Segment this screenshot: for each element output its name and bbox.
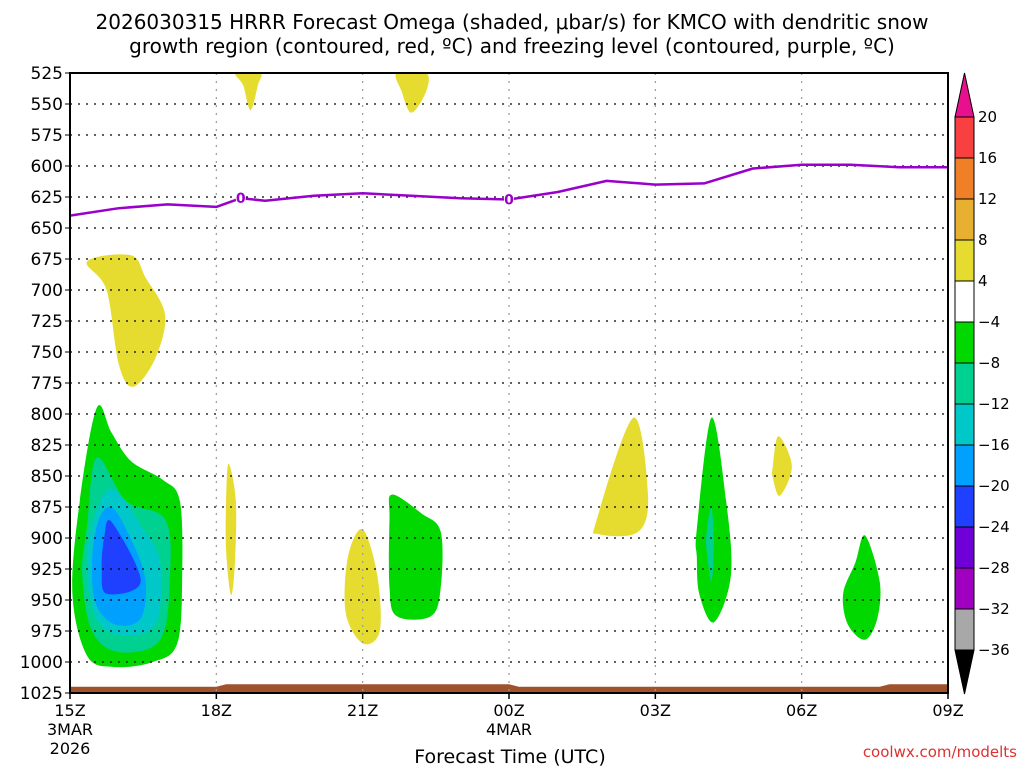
y-tick-label: 600 <box>31 157 63 177</box>
colorbar-label: 16 <box>978 149 997 167</box>
x-tick-label: 15Z <box>54 701 85 720</box>
y-tick-label: 1000 <box>20 653 63 673</box>
omega-region-green-07z <box>842 535 881 640</box>
colorbar-label: 4 <box>978 272 988 290</box>
colorbar-bin <box>954 567 975 610</box>
y-tick-label: 525 <box>31 64 63 84</box>
y-tick-label: 550 <box>31 95 63 115</box>
y-tick-label: 825 <box>31 436 63 456</box>
y-tick-label: 875 <box>31 498 63 518</box>
x-tick-label: 18Z <box>201 701 232 720</box>
colorbar-bin <box>954 608 975 651</box>
terrain-surface <box>70 684 948 693</box>
colorbar-bin <box>954 444 975 487</box>
freezing-level-label-bg <box>504 192 514 207</box>
colorbar-bin <box>954 321 975 364</box>
omega-region-yellow-aloft-b <box>395 73 429 113</box>
omega-shading-layer <box>72 73 881 668</box>
colorbar-label: −28 <box>978 559 1010 577</box>
freezing-level-label-bg <box>235 191 246 206</box>
colorbar-bin <box>954 116 975 159</box>
y-tick-label: 725 <box>31 312 63 332</box>
y-tick-label: 800 <box>31 405 63 425</box>
y-tick-label: 775 <box>31 374 63 394</box>
y-tick-label: 975 <box>31 622 63 642</box>
colorbar: 20 16 12 8 4 −4 −8 −12 −16 −20 −24 −28 −32 −36 <box>954 72 1010 695</box>
chart-title-line1: 2026030315 HRRR Forecast Omega (shaded, … <box>96 10 929 34</box>
colorbar-bottom-arrow <box>954 649 975 695</box>
colorbar-label: −20 <box>978 477 1010 495</box>
colorbar-label: 12 <box>978 190 997 208</box>
y-tick-label: 1025 <box>20 684 63 704</box>
colorbar-bin <box>954 526 975 569</box>
omega-region-yellow-04z <box>771 436 792 496</box>
x-tick-label: 09Z <box>932 701 963 720</box>
colorbar-bin <box>954 362 975 405</box>
y-tick-label: 900 <box>31 529 63 549</box>
colorbar-label: −32 <box>978 600 1010 618</box>
freezing-level-line <box>69 163 948 217</box>
x-tick-label: 06Z <box>786 701 817 720</box>
colorbar-label: 20 <box>978 108 997 126</box>
colorbar-bin <box>954 485 975 528</box>
x-tick-year: 2026 <box>50 739 91 758</box>
x-tick-date: 4MAR <box>486 720 532 739</box>
freezing-level-label: 0 <box>504 192 514 208</box>
omega-region-green-03z <box>695 417 732 623</box>
credit-link[interactable]: coolwx.com/modelts <box>863 743 1017 761</box>
colorbar-label: −16 <box>978 436 1010 454</box>
colorbar-label: −8 <box>978 354 1000 372</box>
omega-region-green-center <box>388 494 443 620</box>
terrain-layer <box>70 684 948 693</box>
x-tick-label: 00Z <box>493 701 524 720</box>
colorbar-bin <box>954 280 975 323</box>
x-tick-label: 03Z <box>640 701 671 720</box>
freezing-level-label: 0 <box>236 191 246 207</box>
omega-region-yellow-mid-left <box>86 254 166 387</box>
y-tick-label: 625 <box>31 188 63 208</box>
y-axis: 525 550 575 600 625 650 675 700 725 750 775 800 825 8… <box>20 64 70 704</box>
colorbar-label: −24 <box>978 518 1010 536</box>
y-tick-label: 850 <box>31 467 63 487</box>
colorbar-bin <box>954 239 975 282</box>
colorbar-bin <box>954 403 975 446</box>
omega-region-omega-max-core <box>101 519 141 595</box>
omega-region-yellow-aloft-a <box>235 73 262 111</box>
colorbar-label: −36 <box>978 641 1010 659</box>
y-tick-label: 575 <box>31 126 63 146</box>
omega-region-teal-03z <box>705 506 714 582</box>
colorbar-bin <box>954 198 975 241</box>
y-tick-label: 925 <box>31 560 63 580</box>
x-tick-date: 3MAR <box>47 720 93 739</box>
y-tick-label: 650 <box>31 219 63 239</box>
y-tick-label: 750 <box>31 343 63 363</box>
y-tick-label: 950 <box>31 591 63 611</box>
y-tick-label: 700 <box>31 281 63 301</box>
x-axis-label: Forecast Time (UTC) <box>414 746 605 768</box>
colorbar-label: −4 <box>978 313 1000 331</box>
omega-region-yellow-sliver-1 <box>225 463 237 596</box>
y-tick-label: 675 <box>31 250 63 270</box>
colorbar-label: 8 <box>978 231 988 249</box>
colorbar-bin <box>954 157 975 200</box>
x-tick-label: 21Z <box>347 701 378 720</box>
chart-title-line2: growth region (contoured, red, ºC) and f… <box>129 34 895 58</box>
colorbar-label: −12 <box>978 395 1010 413</box>
